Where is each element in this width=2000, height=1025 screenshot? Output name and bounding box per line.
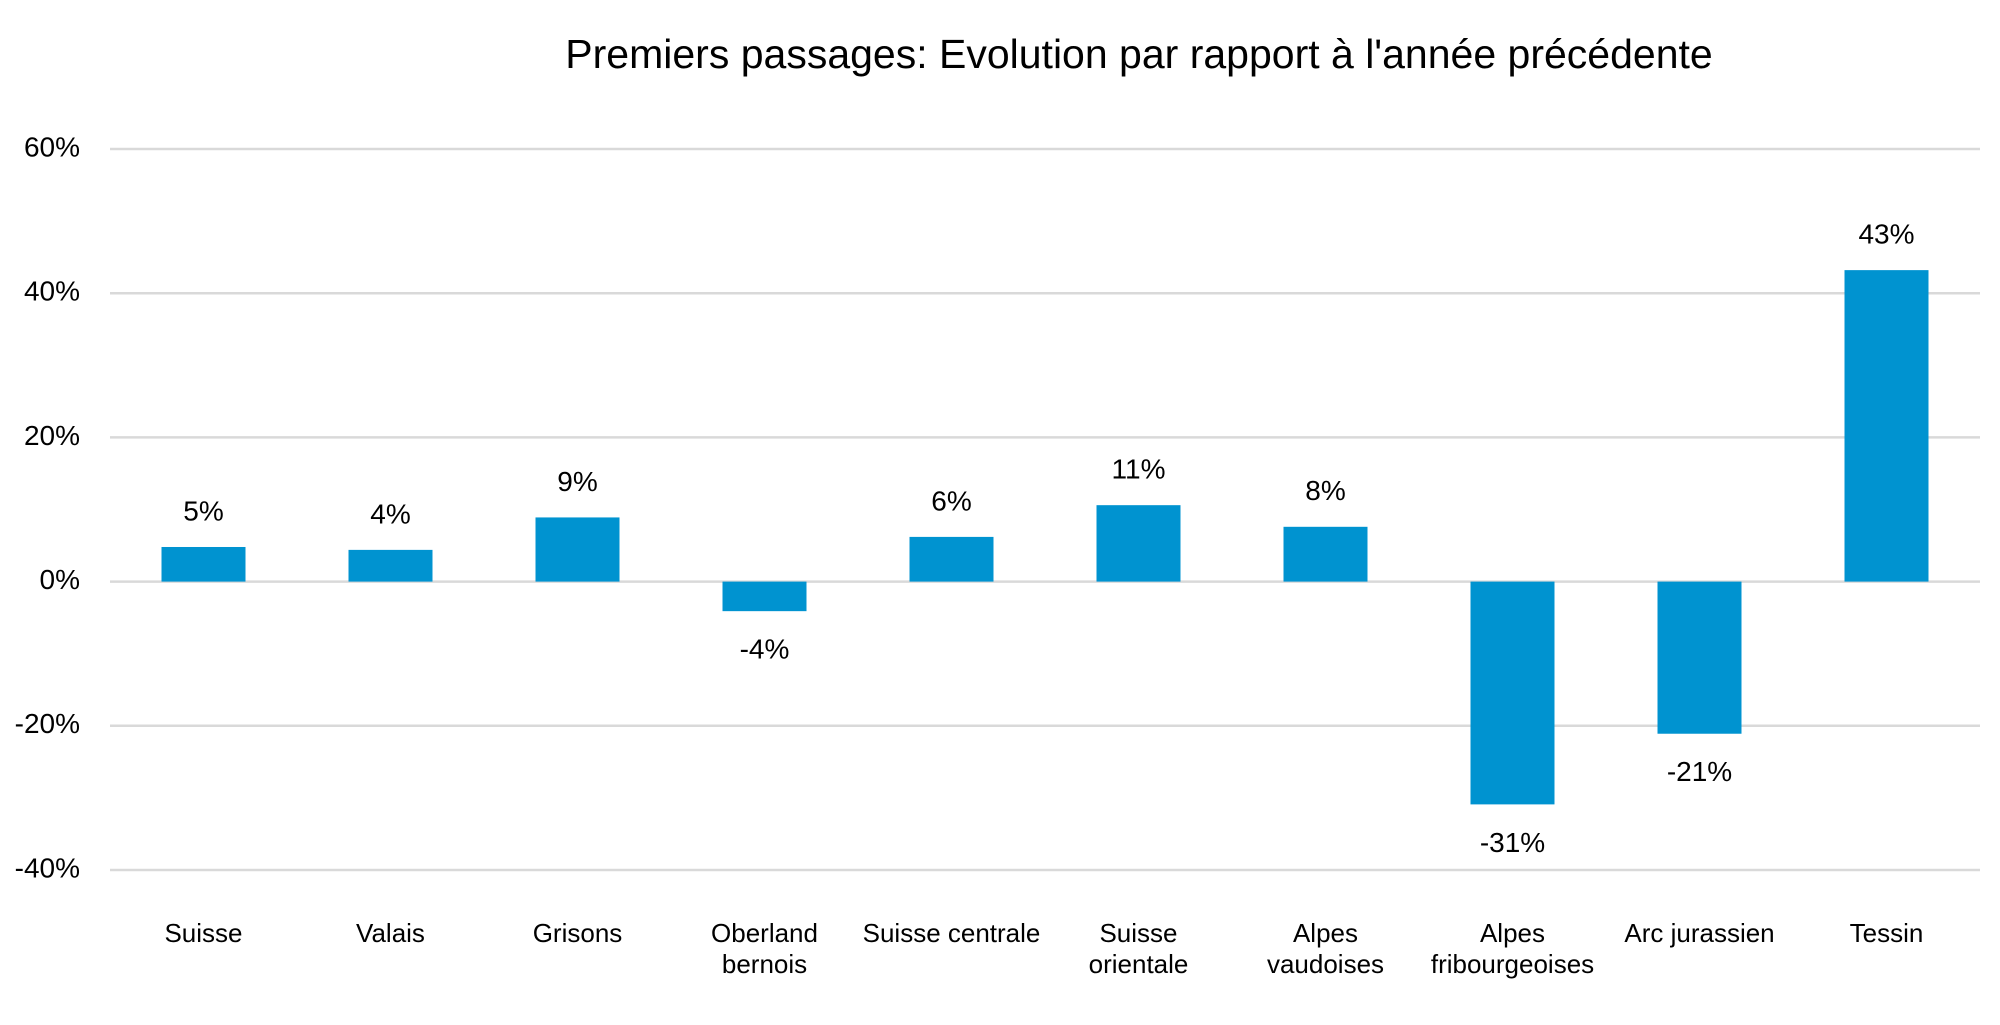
y-tick-label: 40% — [24, 276, 80, 307]
y-tick-label: -40% — [15, 852, 80, 883]
bar — [722, 581, 807, 612]
x-tick-label: Alpes vaudoises — [1266, 918, 1385, 979]
x-tick-label: Alpes fribourgeoises — [1430, 918, 1595, 979]
data-label: 11% — [1112, 454, 1166, 485]
data-label: 4% — [370, 498, 410, 529]
bar — [1657, 581, 1742, 734]
y-tick-label: 60% — [24, 131, 80, 162]
bar — [1470, 581, 1555, 805]
x-tick-label: Valais — [356, 918, 425, 948]
data-label: -31% — [1480, 827, 1545, 858]
x-tick-label: Arc jurassien — [1624, 918, 1775, 948]
x-tick-label: Tessin — [1849, 918, 1924, 948]
bar — [348, 549, 433, 582]
bar — [1283, 526, 1368, 582]
data-label: -4% — [740, 634, 790, 665]
data-label: 6% — [931, 485, 971, 516]
data-label: 9% — [557, 466, 597, 497]
x-tick-label: Suisse centrale — [862, 918, 1041, 948]
bar — [1844, 270, 1929, 582]
x-tick-label: Suisse orientale — [1088, 918, 1189, 979]
y-tick-label: 0% — [40, 564, 80, 595]
data-label: -21% — [1667, 756, 1732, 787]
data-label: 43% — [1858, 219, 1914, 250]
x-tick-label: Suisse — [164, 918, 243, 948]
bar — [909, 536, 994, 582]
bar — [535, 517, 620, 582]
x-tick-label: Oberland bernois — [711, 918, 818, 979]
bar — [161, 546, 246, 582]
chart-title: Premiers passages: Evolution par rapport… — [565, 31, 1712, 77]
y-tick-label: 20% — [24, 420, 80, 451]
x-tick-label: Grisons — [532, 918, 623, 948]
bar — [1096, 505, 1181, 582]
y-tick-label: -20% — [15, 708, 80, 739]
data-label: 8% — [1305, 475, 1345, 506]
data-label: 5% — [183, 495, 223, 526]
